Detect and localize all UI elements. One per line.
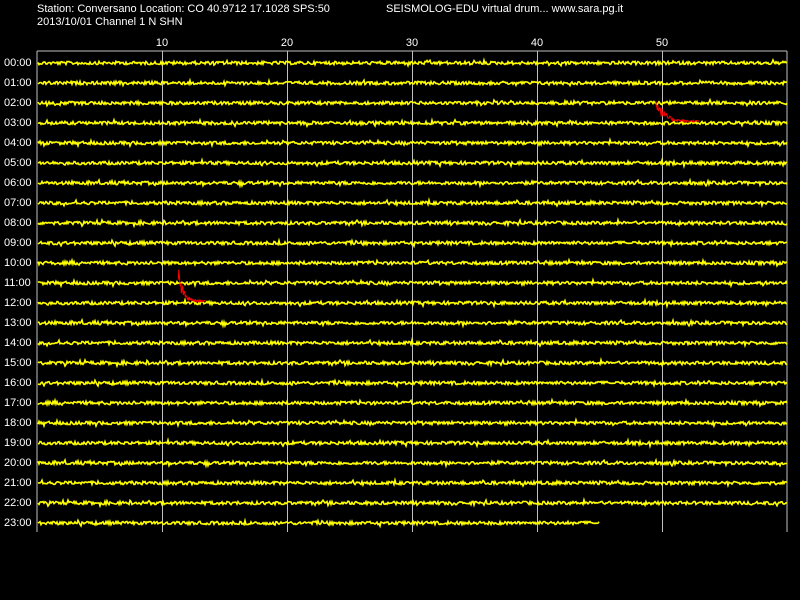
hour-label: 18:00: [4, 417, 32, 429]
trace-row: [37, 377, 788, 389]
trace-row: [37, 277, 788, 289]
hour-label: 23:00: [4, 517, 32, 529]
event-03h: [655, 101, 700, 124]
trace-row: [37, 437, 788, 450]
trace-row: [37, 197, 788, 209]
hour-label: 12:00: [4, 297, 32, 309]
trace-row: [37, 317, 788, 329]
trace-row: [37, 257, 788, 268]
minute-tick-30: 30: [405, 37, 419, 49]
hour-label: 01:00: [4, 77, 32, 89]
trace-row: [37, 117, 788, 129]
hour-label: 00:00: [4, 57, 32, 69]
hour-label: 09:00: [4, 237, 32, 249]
trace-row: [37, 417, 788, 429]
trace-row: [37, 397, 788, 408]
hour-label: 03:00: [4, 117, 32, 129]
trace-row: [37, 97, 788, 108]
hour-label: 06:00: [4, 177, 32, 189]
trace-row: [37, 216, 788, 229]
date-channel-info: 2013/10/01 Channel 1 N SHN: [37, 16, 183, 28]
hour-label: 13:00: [4, 317, 32, 329]
hour-label: 07:00: [4, 197, 32, 209]
trace-row: [37, 237, 788, 249]
app-title: SEISMOLOG-EDU virtual drum... www.sara.p…: [386, 3, 624, 15]
hour-label: 02:00: [4, 97, 32, 109]
trace-row: [37, 356, 788, 369]
station-info: Station: Conversano Location: CO 40.9712…: [37, 3, 330, 15]
hour-label: 16:00: [4, 377, 32, 389]
hour-label: 14:00: [4, 337, 32, 349]
hour-label: 05:00: [4, 157, 32, 169]
trace-row: [37, 337, 788, 349]
trace-row: [37, 457, 787, 469]
minute-tick-10: 10: [155, 37, 169, 49]
hour-label: 04:00: [4, 137, 32, 149]
trace-row: [37, 57, 788, 69]
trace-row: [37, 496, 788, 509]
hour-label: 08:00: [4, 217, 32, 229]
hour-label: 10:00: [4, 257, 32, 269]
trace-row: [37, 77, 788, 88]
hour-label: 17:00: [4, 397, 32, 409]
minute-tick-40: 40: [530, 37, 544, 49]
trace-row: [37, 137, 788, 149]
minute-tick-50: 50: [655, 37, 669, 49]
hour-label: 11:00: [4, 277, 31, 289]
hour-label: 22:00: [4, 497, 32, 509]
hour-label: 20:00: [4, 457, 32, 469]
hour-label: 19:00: [4, 437, 32, 449]
minute-tick-20: 20: [280, 37, 294, 49]
hour-label: 21:00: [4, 477, 32, 489]
trace-row: [37, 177, 788, 189]
trace-row: [37, 297, 788, 310]
event-12h: [177, 269, 206, 304]
trace-row: [37, 157, 788, 170]
trace-row: [37, 477, 788, 489]
hour-label: 15:00: [4, 357, 32, 369]
trace-row: [37, 517, 600, 529]
